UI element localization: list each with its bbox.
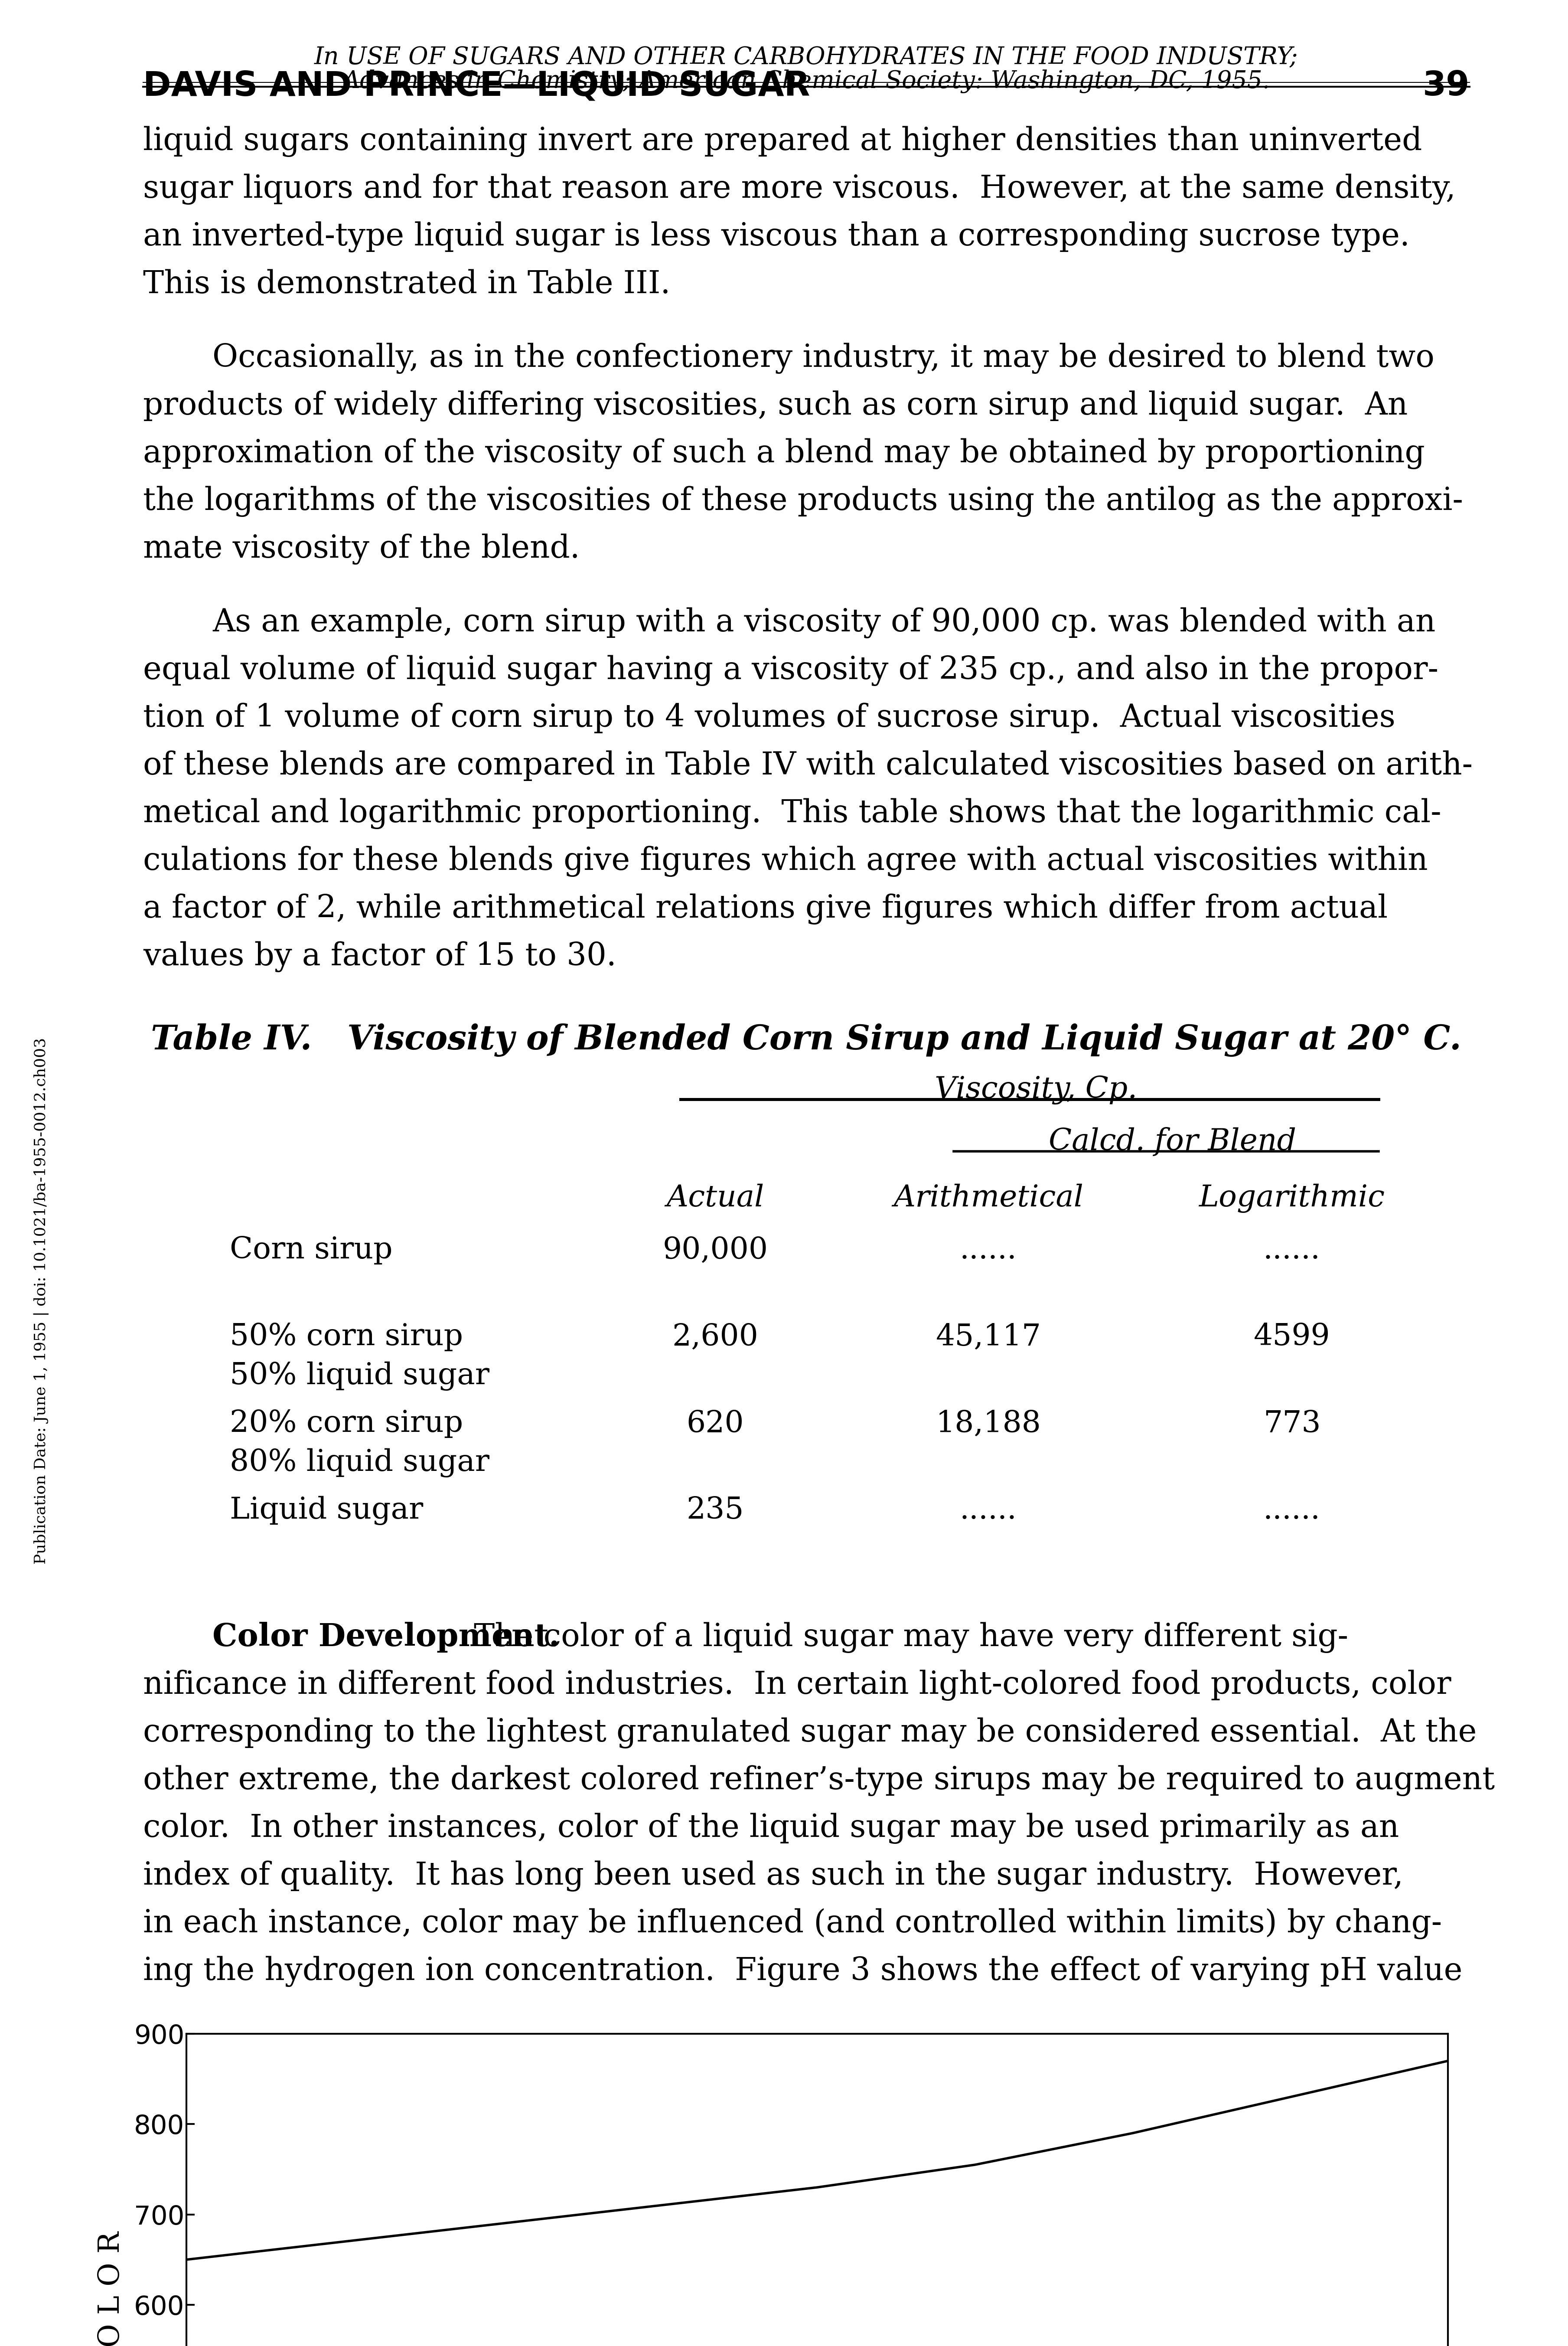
Text: In USE OF SUGARS AND OTHER CARBOHYDRATES IN THE FOOD INDUSTRY;: In USE OF SUGARS AND OTHER CARBOHYDRATES… bbox=[314, 45, 1298, 70]
Text: ......: ...... bbox=[1264, 1236, 1320, 1264]
Text: Publication Date: June 1, 1955 | doi: 10.1021/ba-1955-0012.ch003: Publication Date: June 1, 1955 | doi: 10… bbox=[33, 1037, 49, 1565]
Text: ing the hydrogen ion concentration.  Figure 3 shows the effect of varying pH val: ing the hydrogen ion concentration. Figu… bbox=[143, 1957, 1463, 1987]
Text: products of widely differing viscosities, such as corn sirup and liquid sugar.  : products of widely differing viscosities… bbox=[143, 389, 1408, 422]
Text: 39: 39 bbox=[1422, 70, 1469, 103]
Text: equal volume of liquid sugar having a viscosity of 235 cp., and also in the prop: equal volume of liquid sugar having a vi… bbox=[143, 655, 1438, 685]
Text: corresponding to the lightest granulated sugar may be considered essential.  At : corresponding to the lightest granulated… bbox=[143, 1717, 1477, 1748]
Text: nificance in different food industries.  In certain light-colored food products,: nificance in different food industries. … bbox=[143, 1670, 1452, 1701]
Text: This is demonstrated in Table III.: This is demonstrated in Table III. bbox=[143, 270, 671, 300]
Text: tion of 1 volume of corn sirup to 4 volumes of sucrose sirup.  Actual viscositie: tion of 1 volume of corn sirup to 4 volu… bbox=[143, 701, 1396, 732]
Text: color.  In other instances, color of the liquid sugar may be used primarily as a: color. In other instances, color of the … bbox=[143, 1813, 1399, 1844]
Text: the logarithms of the viscosities of these products using the antilog as the app: the logarithms of the viscosities of the… bbox=[143, 486, 1463, 516]
Text: liquid sugars containing invert are prepared at higher densities than uninverted: liquid sugars containing invert are prep… bbox=[143, 127, 1422, 157]
Text: 620: 620 bbox=[687, 1410, 745, 1438]
Text: 50% liquid sugar: 50% liquid sugar bbox=[230, 1361, 489, 1391]
Text: ......: ...... bbox=[1264, 1497, 1320, 1525]
Text: 235: 235 bbox=[687, 1497, 743, 1525]
Text: 45,117: 45,117 bbox=[936, 1323, 1041, 1351]
Text: Liquid sugar: Liquid sugar bbox=[230, 1497, 423, 1525]
Text: sugar liquors and for that reason are more viscous.  However, at the same densit: sugar liquors and for that reason are mo… bbox=[143, 174, 1455, 204]
Text: of these blends are compared in Table IV with calculated viscosities based on ar: of these blends are compared in Table IV… bbox=[143, 751, 1472, 781]
Text: DAVIS AND PRINCE—LIQUID SUGAR: DAVIS AND PRINCE—LIQUID SUGAR bbox=[143, 70, 811, 103]
Text: values by a factor of 15 to 30.: values by a factor of 15 to 30. bbox=[143, 941, 616, 971]
Text: Logarithmic: Logarithmic bbox=[1200, 1185, 1385, 1213]
Text: 20% corn sirup: 20% corn sirup bbox=[230, 1410, 463, 1438]
Text: other extreme, the darkest colored refiner’s-type sirups may be required to augm: other extreme, the darkest colored refin… bbox=[143, 1764, 1494, 1797]
Text: Actual: Actual bbox=[666, 1185, 764, 1213]
Y-axis label: C O L O R: C O L O R bbox=[97, 2231, 125, 2346]
Text: 80% liquid sugar: 80% liquid sugar bbox=[230, 1447, 489, 1478]
Text: As an example, corn sirup with a viscosity of 90,000 cp. was blended with an: As an example, corn sirup with a viscosi… bbox=[212, 608, 1436, 638]
Text: 50% corn sirup: 50% corn sirup bbox=[230, 1323, 463, 1351]
Text: approximation of the viscosity of such a blend may be obtained by proportioning: approximation of the viscosity of such a… bbox=[143, 439, 1425, 469]
Text: metical and logarithmic proportioning.  This table shows that the logarithmic ca: metical and logarithmic proportioning. T… bbox=[143, 798, 1441, 828]
Text: Corn sirup: Corn sirup bbox=[230, 1236, 392, 1264]
Text: a factor of 2, while arithmetical relations give figures which differ from actua: a factor of 2, while arithmetical relati… bbox=[143, 894, 1388, 924]
Text: in each instance, color may be influenced (and controlled within limits) by chan: in each instance, color may be influence… bbox=[143, 1907, 1443, 1940]
Text: ......: ...... bbox=[960, 1497, 1018, 1525]
Text: Calcd. for Blend: Calcd. for Blend bbox=[1049, 1128, 1297, 1157]
Text: 18,188: 18,188 bbox=[936, 1410, 1041, 1438]
Text: 4599: 4599 bbox=[1253, 1323, 1330, 1351]
Text: Viscosity, Cp.: Viscosity, Cp. bbox=[935, 1074, 1137, 1105]
Text: ......: ...... bbox=[960, 1236, 1018, 1264]
Text: 2,600: 2,600 bbox=[673, 1323, 759, 1351]
Text: index of quality.  It has long been used as such in the sugar industry.  However: index of quality. It has long been used … bbox=[143, 1860, 1403, 1891]
Text: 773: 773 bbox=[1264, 1410, 1320, 1438]
Text: Occasionally, as in the confectionery industry, it may be desired to blend two: Occasionally, as in the confectionery in… bbox=[212, 343, 1435, 373]
Text: Arithmetical: Arithmetical bbox=[894, 1185, 1083, 1213]
Text: 90,000: 90,000 bbox=[663, 1236, 768, 1264]
Text: Color Development.: Color Development. bbox=[212, 1621, 560, 1652]
Text: mate viscosity of the blend.: mate viscosity of the blend. bbox=[143, 533, 580, 565]
Text: culations for these blends give figures which agree with actual viscosities with: culations for these blends give figures … bbox=[143, 845, 1428, 877]
Text: Table IV.   Viscosity of Blended Corn Sirup and Liquid Sugar at 20° C.: Table IV. Viscosity of Blended Corn Siru… bbox=[151, 1023, 1461, 1056]
Text: an inverted-type liquid sugar is less viscous than a corresponding sucrose type.: an inverted-type liquid sugar is less vi… bbox=[143, 221, 1410, 251]
Text: Advances in Chemistry; American Chemical Society: Washington, DC, 1955.: Advances in Chemistry; American Chemical… bbox=[342, 70, 1270, 94]
Text: The color of a liquid sugar may have very different sig-: The color of a liquid sugar may have ver… bbox=[464, 1621, 1348, 1654]
